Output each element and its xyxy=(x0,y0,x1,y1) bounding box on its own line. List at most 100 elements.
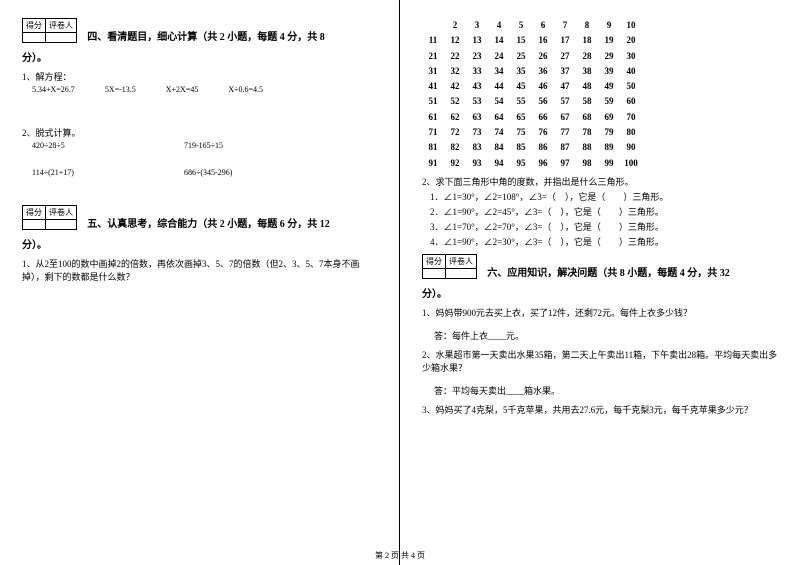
grid-cell: 31 xyxy=(422,64,444,79)
grid-cell: 48 xyxy=(576,79,598,94)
grid-cell: 70 xyxy=(620,110,642,125)
grid-cell: 69 xyxy=(598,110,620,125)
s4-q2-label: 2、脱式计算。 xyxy=(22,126,377,139)
grid-cell: 94 xyxy=(488,156,510,171)
grid-cell: 25 xyxy=(510,49,532,64)
score-blank xyxy=(423,268,446,278)
grid-cell: 61 xyxy=(422,110,444,125)
grid-cell: 36 xyxy=(532,64,554,79)
calc-1b: 719-165÷15 xyxy=(184,141,334,150)
grid-cell: 75 xyxy=(510,125,532,140)
right-column: 2345678910 11121314151617181920 21222324… xyxy=(400,0,800,565)
grid-cell: 29 xyxy=(598,49,620,64)
grid-cell: 16 xyxy=(532,33,554,48)
grid-cell: 100 xyxy=(620,156,642,171)
section-5-header: 得分评卷人 五、认真思考，综合能力（共 2 小题，每题 6 分，共 12 xyxy=(22,205,377,230)
grid-cell: 47 xyxy=(554,79,576,94)
grid-cell: 72 xyxy=(444,125,466,140)
grid-cell: 14 xyxy=(488,33,510,48)
grid-cell: 86 xyxy=(532,140,554,155)
grid-cell: 10 xyxy=(620,18,642,33)
page-footer: 第 2 页 共 4 页 xyxy=(0,550,800,561)
grid-cell: 19 xyxy=(598,33,620,48)
s6-a2: 答：平均每天卖出____箱水果。 xyxy=(434,384,778,397)
grid-cell: 52 xyxy=(444,94,466,109)
grader-label: 评卷人 xyxy=(446,254,477,268)
grid-cell: 88 xyxy=(576,140,598,155)
s6-q1: 1、妈妈带900元去买上衣，买了12件，还剩72元。每件上衣多少钱？ xyxy=(422,306,778,319)
grid-cell: 22 xyxy=(444,49,466,64)
page: 得分评卷人 四、看清题目，细心计算（共 2 小题，每题 4 分，共 8 分）。 … xyxy=(0,0,800,565)
section-6-title-b: 分）。 xyxy=(422,285,778,300)
grid-cell: 93 xyxy=(466,156,488,171)
calc-1a: 420÷28÷5 xyxy=(32,141,182,150)
section-4-title-a: 四、看清题目，细心计算（共 2 小题，每题 4 分，共 8 xyxy=(87,28,325,43)
section-6-title-a: 六、应用知识，解决问题（共 8 小题，每题 4 分，共 32 xyxy=(487,264,730,279)
grid-row: 71727374757677787980 xyxy=(422,125,778,140)
eq-3: X+2X=45 xyxy=(166,85,199,94)
grid-cell: 79 xyxy=(598,125,620,140)
grid-cell: 60 xyxy=(620,94,642,109)
grid-cell: 58 xyxy=(576,94,598,109)
score-box-6: 得分评卷人 xyxy=(422,254,477,279)
grid-cell: 62 xyxy=(444,110,466,125)
eq-1: 5.34+X=26.7 xyxy=(32,85,75,94)
tri-2: 2．∠1=90°，∠2=45°，∠3=（ ），它是（ ）三角形。 xyxy=(430,205,778,218)
grid-cell: 44 xyxy=(488,79,510,94)
score-blank xyxy=(23,220,46,230)
grid-cell: 34 xyxy=(488,64,510,79)
s6-q3: 3、妈妈买了4克梨，5千克苹果，共用去27.6元，每千克梨3元，每千克苹果多少元… xyxy=(422,403,778,416)
grid-row: 919293949596979899100 xyxy=(422,156,778,171)
grid-cell: 26 xyxy=(532,49,554,64)
grid-cell: 5 xyxy=(510,18,532,33)
grid-cell: 80 xyxy=(620,125,642,140)
grid-cell: 51 xyxy=(422,94,444,109)
score-blank xyxy=(23,33,46,43)
grid-cell: 43 xyxy=(466,79,488,94)
grid-cell: 64 xyxy=(488,110,510,125)
grid-cell: 89 xyxy=(598,140,620,155)
score-label: 得分 xyxy=(23,206,46,220)
grid-cell: 90 xyxy=(620,140,642,155)
s6-q2: 2、水果超市第一天卖出水果35箱，第二天上午卖出11箱，下午卖出28箱。平均每天… xyxy=(422,348,778,374)
grid-cell: 32 xyxy=(444,64,466,79)
grid-row: 11121314151617181920 xyxy=(422,33,778,48)
grid-cell: 11 xyxy=(422,33,444,48)
tri-4: 4．∠1=90°，∠2=30°，∠3=（ ），它是（ ）三角形。 xyxy=(430,235,778,248)
grid-cell: 84 xyxy=(488,140,510,155)
grid-row: 81828384858687888990 xyxy=(422,140,778,155)
grid-cell: 46 xyxy=(532,79,554,94)
grid-cell: 21 xyxy=(422,49,444,64)
score-box-4: 得分评卷人 xyxy=(22,18,77,43)
section-4-header: 得分评卷人 四、看清题目，细心计算（共 2 小题，每题 4 分，共 8 xyxy=(22,18,377,43)
grid-cell: 30 xyxy=(620,49,642,64)
s4-calc-row-2: 114÷(21+17) 686÷(345-296) xyxy=(32,168,377,177)
grid-row: 31323334353637383940 xyxy=(422,64,778,79)
grid-cell: 38 xyxy=(576,64,598,79)
section-6-header: 得分评卷人 六、应用知识，解决问题（共 8 小题，每题 4 分，共 32 xyxy=(422,254,778,279)
grid-cell: 17 xyxy=(554,33,576,48)
grader-blank xyxy=(446,268,477,278)
calc-2a: 114÷(21+17) xyxy=(32,168,182,177)
grid-cell: 71 xyxy=(422,125,444,140)
tri-1: 1．∠1=30°，∠2=108°，∠3=（ ），它是（ ）三角形。 xyxy=(430,190,778,203)
grid-cell: 28 xyxy=(576,49,598,64)
grid-cell: 40 xyxy=(620,64,642,79)
grid-cell: 35 xyxy=(510,64,532,79)
grid-cell: 50 xyxy=(620,79,642,94)
grader-label: 评卷人 xyxy=(46,206,77,220)
grid-row-1: 2345678910 xyxy=(422,18,778,33)
grid-cell: 33 xyxy=(466,64,488,79)
eq-2: 5X=-13.5 xyxy=(105,85,136,94)
grid-cell: 82 xyxy=(444,140,466,155)
grid-row: 51525354555657585960 xyxy=(422,94,778,109)
grid-cell: 56 xyxy=(532,94,554,109)
grid-cell: 55 xyxy=(510,94,532,109)
grid-cell: 68 xyxy=(576,110,598,125)
section-5-title-b: 分）。 xyxy=(22,236,377,251)
grid-cell: 20 xyxy=(620,33,642,48)
section-4-title-b: 分）。 xyxy=(22,49,377,64)
grader-label: 评卷人 xyxy=(46,19,77,33)
grid-cell: 66 xyxy=(532,110,554,125)
grid-cell: 54 xyxy=(488,94,510,109)
